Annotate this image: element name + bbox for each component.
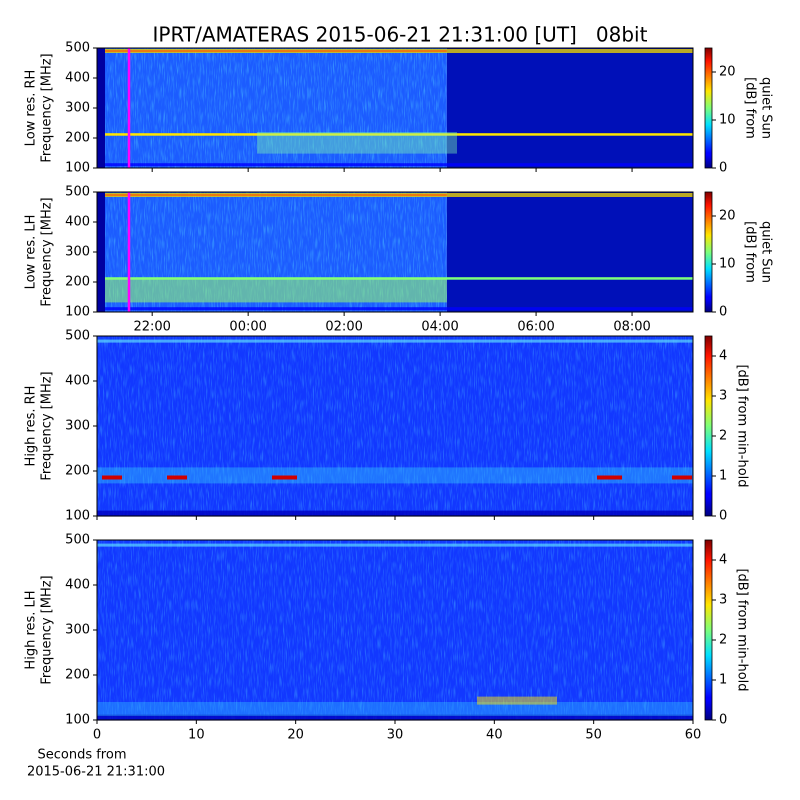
colorbar-tick-label: 0 bbox=[719, 305, 727, 320]
colorbar-tick-label: 2 bbox=[719, 429, 727, 444]
colorbar-tick-label: 2 bbox=[719, 633, 727, 648]
spectrogram-noise bbox=[97, 48, 447, 168]
spectrogram-noise bbox=[97, 336, 693, 516]
colorbar-label: [dB] from bbox=[743, 77, 758, 139]
spectrogram-band bbox=[102, 475, 122, 480]
colorbar-tick-label: 0 bbox=[719, 509, 727, 524]
colorbar-label: quiet Sun bbox=[759, 221, 774, 283]
colorbar-tick-label: 3 bbox=[719, 593, 727, 608]
colorbar-tick-label: 0 bbox=[719, 161, 727, 176]
x-tick-label: 02:00 bbox=[325, 320, 362, 335]
x-axis-label: 2015-06-21 21:31:00 bbox=[27, 765, 165, 780]
y-tick-label: 500 bbox=[65, 329, 90, 344]
y-tick-label: 400 bbox=[65, 71, 90, 86]
y-tick-label: 400 bbox=[65, 215, 90, 230]
y-tick-label: 200 bbox=[65, 464, 90, 479]
colorbar-tick-label: 20 bbox=[719, 65, 736, 80]
spectrogram-band bbox=[97, 702, 693, 716]
y-tick-label: 500 bbox=[65, 185, 90, 200]
y-tick-label: 300 bbox=[65, 101, 90, 116]
spectrogram-band bbox=[97, 48, 105, 168]
colorbar-label: [dB] from min-hold bbox=[735, 364, 750, 487]
colorbar bbox=[704, 47, 713, 169]
y-tick-label: 300 bbox=[65, 419, 90, 434]
spectrogram-band bbox=[97, 163, 693, 167]
spectrogram-band bbox=[97, 467, 693, 484]
y-tick-label: 100 bbox=[65, 161, 90, 176]
colorbar-tick-label: 1 bbox=[719, 469, 727, 484]
spectrogram-noise bbox=[97, 540, 693, 720]
x-tick-label: 10 bbox=[188, 728, 205, 743]
y-axis-label: Frequency [MHz] bbox=[40, 53, 55, 162]
spectrogram-band bbox=[97, 543, 693, 547]
y-axis-label: High res. RH bbox=[24, 386, 39, 467]
x-tick-label: 20 bbox=[287, 728, 304, 743]
spectrogram-band bbox=[97, 192, 105, 312]
spectrogram-band bbox=[272, 475, 297, 480]
colorbar bbox=[704, 539, 713, 721]
y-tick-label: 500 bbox=[65, 41, 90, 56]
spectrogram-band bbox=[105, 278, 447, 303]
figure-title: IPRT/AMATERAS 2015-06-21 21:31:00 [UT] 0… bbox=[153, 23, 648, 47]
y-tick-label: 100 bbox=[65, 305, 90, 320]
colorbar-tick-label: 0 bbox=[719, 713, 727, 728]
x-tick-label: 40 bbox=[486, 728, 503, 743]
y-tick-label: 100 bbox=[65, 509, 90, 524]
y-tick-label: 400 bbox=[65, 578, 90, 593]
y-axis-label: Frequency [MHz] bbox=[40, 197, 55, 306]
colorbar bbox=[704, 335, 713, 517]
x-tick-label: 04:00 bbox=[421, 320, 458, 335]
x-tick-label: 0 bbox=[93, 728, 101, 743]
y-axis-label: High res. LH bbox=[24, 590, 39, 669]
spectrogram bbox=[446, 192, 693, 312]
colorbar-label: [dB] from bbox=[743, 221, 758, 283]
x-tick-label: 08:00 bbox=[613, 320, 650, 335]
y-tick-label: 200 bbox=[65, 668, 90, 683]
spectrogram-band bbox=[597, 475, 622, 480]
colorbar bbox=[704, 191, 713, 313]
spectrogram-band bbox=[97, 307, 693, 311]
spectrogram-band bbox=[672, 475, 692, 480]
colorbar-tick-label: 4 bbox=[719, 349, 727, 364]
x-tick-label: 22:00 bbox=[133, 320, 170, 335]
y-tick-label: 400 bbox=[65, 374, 90, 389]
colorbar-tick-label: 4 bbox=[719, 553, 727, 568]
y-tick-label: 300 bbox=[65, 623, 90, 638]
spectrogram-band bbox=[167, 475, 187, 480]
x-tick-label: 60 bbox=[685, 728, 702, 743]
spectrogram-band bbox=[477, 696, 557, 705]
spectrogram-band bbox=[97, 194, 447, 196]
spectrogram bbox=[446, 48, 693, 168]
y-tick-label: 500 bbox=[65, 533, 90, 548]
x-tick-label: 30 bbox=[387, 728, 404, 743]
y-axis-label: Low res. LH bbox=[24, 215, 39, 290]
colorbar-tick-label: 1 bbox=[719, 673, 727, 688]
colorbar-tick-label: 10 bbox=[719, 257, 736, 272]
spectrogram-band bbox=[97, 50, 447, 52]
y-tick-label: 100 bbox=[65, 713, 90, 728]
x-tick-label: 06:00 bbox=[517, 320, 554, 335]
y-axis-label: Frequency [MHz] bbox=[40, 575, 55, 684]
spectrogram-band bbox=[97, 339, 693, 343]
x-tick-label: 50 bbox=[585, 728, 602, 743]
spectrogram-band bbox=[97, 510, 693, 517]
spectrogram-band bbox=[97, 133, 693, 136]
colorbar-tick-label: 3 bbox=[719, 389, 727, 404]
colorbar-tick-label: 20 bbox=[719, 209, 736, 224]
y-tick-label: 200 bbox=[65, 131, 90, 146]
y-axis-label: Frequency [MHz] bbox=[40, 371, 55, 480]
colorbar-tick-label: 10 bbox=[719, 113, 736, 128]
spectrogram-band bbox=[97, 714, 693, 721]
x-axis-label: Seconds from bbox=[37, 748, 126, 763]
spectrogram-band bbox=[257, 132, 457, 154]
x-tick-label: 00:00 bbox=[229, 320, 266, 335]
y-tick-label: 300 bbox=[65, 245, 90, 260]
y-tick-label: 200 bbox=[65, 275, 90, 290]
colorbar-label: quiet Sun bbox=[759, 77, 774, 139]
y-axis-label: Low res. RH bbox=[24, 70, 39, 147]
colorbar-label: [dB] from min-hold bbox=[735, 568, 750, 691]
